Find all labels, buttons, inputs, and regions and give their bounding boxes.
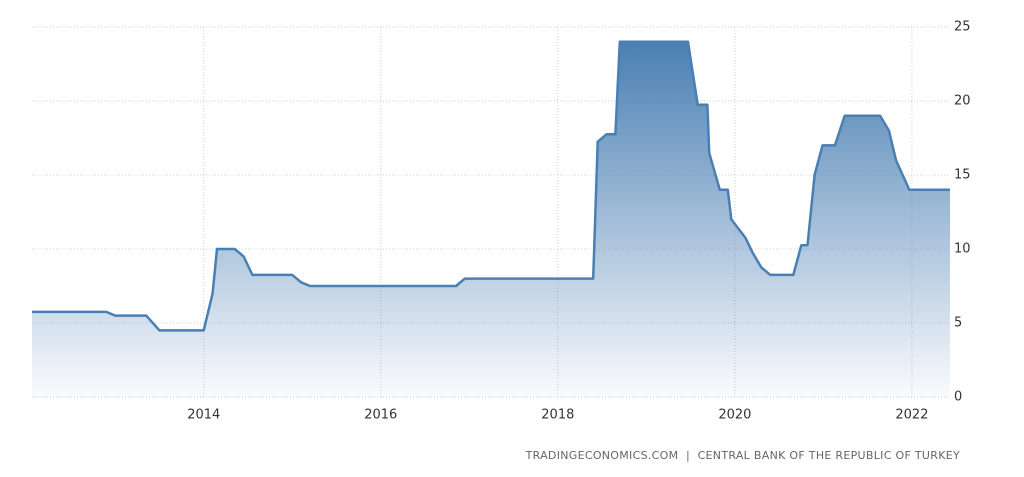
x-tick-label: 2016 (364, 408, 397, 423)
y-tick-label: 5 (954, 316, 962, 331)
y-tick-label: 20 (954, 94, 971, 109)
y-tick-label: 10 (954, 242, 971, 257)
area (32, 41, 950, 398)
y-tick-label: 15 (954, 168, 971, 183)
y-tick-label: 25 (954, 20, 971, 35)
y-tick-label: 0 (954, 390, 962, 405)
x-tick-label: 2020 (718, 408, 751, 423)
x-tick-label: 2018 (541, 408, 574, 423)
x-tick-label: 2022 (895, 408, 928, 423)
line (32, 40, 950, 332)
source: TRADINGECONOMICS.COM | CENTRAL BANK OF T… (525, 449, 960, 462)
x-tick-label: 2014 (187, 408, 220, 423)
